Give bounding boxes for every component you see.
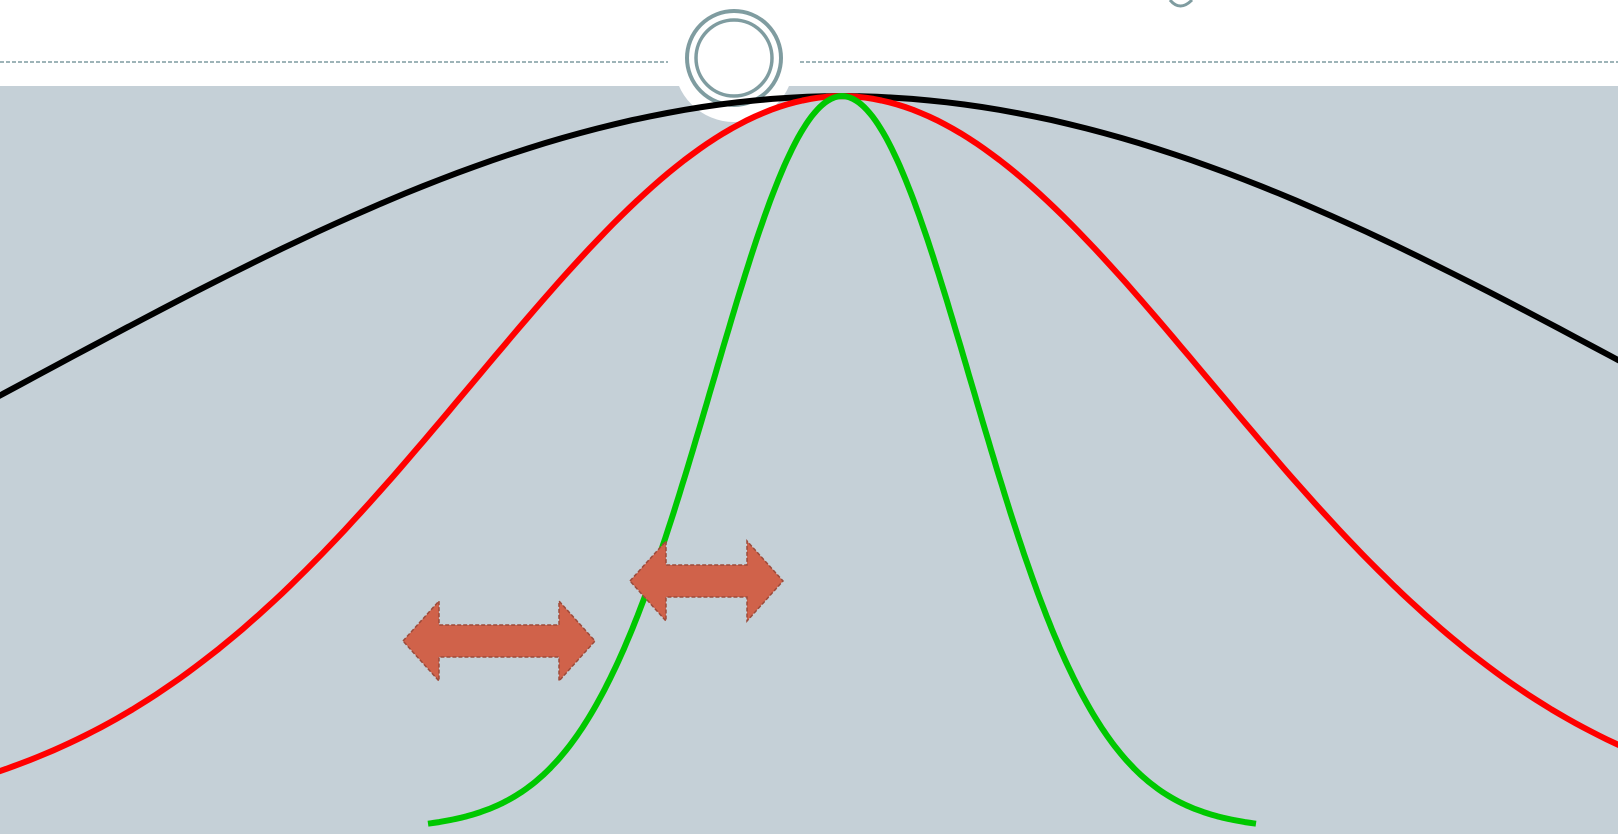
spread-difference-arrow-1 [401, 599, 597, 683]
ornament-double-ring-icon [685, 9, 783, 107]
narrow-distribution-curve [427, 93, 1257, 827]
curves-group [0, 93, 1618, 827]
slide-content-panel [0, 86, 1618, 834]
spread-difference-arrow-2 [628, 539, 785, 623]
corner-ornament-fragment [1168, 0, 1194, 8]
wide-distribution-curve [0, 93, 1618, 399]
arrows-group [401, 539, 785, 683]
medium-distribution-curve [0, 93, 1618, 775]
slide-header-band [0, 0, 1618, 86]
